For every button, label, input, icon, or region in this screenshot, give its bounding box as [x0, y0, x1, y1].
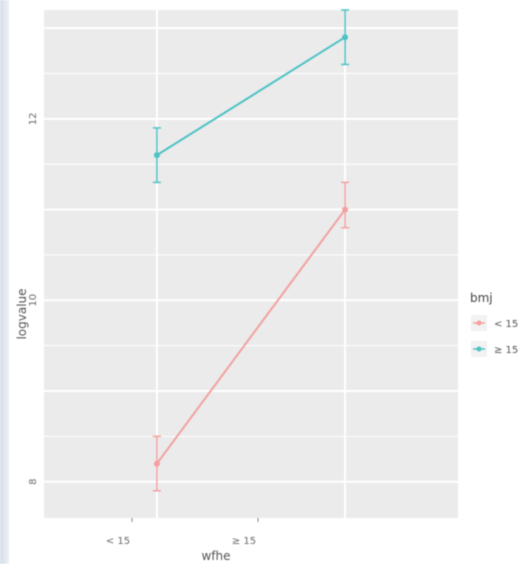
legend-label: < 15: [494, 319, 518, 330]
series-1: [152, 181, 350, 492]
data-point: [153, 460, 160, 467]
legend-items: < 15 ≥ 15: [471, 315, 518, 357]
series-layer: [152, 9, 350, 492]
legend-key: [471, 341, 487, 357]
gridlines: [44, 10, 458, 518]
series-line: [156, 208, 346, 465]
series-2: [152, 9, 350, 184]
y-tick-label: 8: [28, 479, 39, 485]
series-line: [156, 36, 346, 156]
plot-panel: [44, 10, 458, 518]
y-axis-title: logvalue: [15, 288, 29, 339]
y-tick-label: 12: [28, 112, 39, 125]
legend-key: [471, 315, 487, 331]
x-tick-label: ≥ 15: [232, 536, 256, 547]
legend-title: bmj: [470, 291, 493, 305]
x-axis-ticks: < 15 ≥ 15: [106, 518, 259, 547]
data-point: [342, 206, 349, 213]
legend-key-point: [476, 346, 482, 352]
y-tick-label: 10: [28, 294, 39, 307]
legend-key-point: [476, 320, 482, 326]
legend-label: ≥ 15: [494, 345, 518, 356]
data-point: [153, 152, 160, 159]
x-tick-label: < 15: [106, 536, 130, 547]
x-axis-title: wfhe: [201, 549, 230, 563]
y-axis-ticks: 8 10 12: [28, 112, 39, 484]
data-point: [342, 34, 349, 41]
window-left-edge: [0, 0, 9, 564]
legend: bmj < 15 ≥ 15: [470, 291, 518, 357]
